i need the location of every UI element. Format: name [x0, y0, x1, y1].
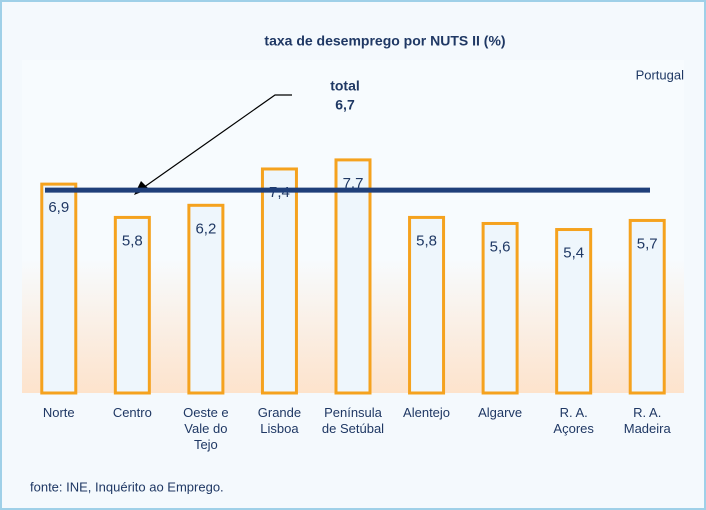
x-tick-label: Grande Lisboa	[257, 405, 302, 436]
x-tick-label: Península de Setúbal	[321, 405, 385, 436]
bar	[334, 158, 372, 395]
value-label: 7,7	[343, 175, 364, 192]
value-label: 5,8	[416, 232, 437, 249]
source: fonte: INE, Inquérito ao Emprego.	[30, 479, 224, 494]
value-label: 5,8	[122, 232, 143, 249]
chart-title: taxa de desemprego por NUTS II (%)	[264, 33, 505, 49]
bar	[628, 218, 666, 395]
bar	[187, 203, 225, 395]
bar	[113, 215, 151, 395]
value-label: 5,7	[637, 235, 658, 252]
value-label: 6,9	[48, 199, 69, 216]
reference-label: 6,7	[335, 97, 355, 113]
x-tick-label: R. A. Madeira	[623, 405, 671, 436]
subtitle: Portugal	[636, 67, 685, 82]
x-tick-label: Alentejo	[403, 405, 451, 420]
value-label: 5,4	[563, 244, 584, 261]
x-tick-label: Algarve	[478, 405, 523, 420]
reference-text: total	[330, 78, 360, 94]
x-tick-label: R. A. Açores	[553, 405, 594, 436]
bar	[40, 182, 78, 395]
value-label: 6,2	[195, 220, 216, 237]
x-tick-label: Norte	[42, 405, 75, 420]
arrow	[139, 94, 292, 191]
bar	[260, 167, 298, 395]
x-tick-label: Oeste e Vale do Tejo	[183, 405, 229, 452]
bar	[555, 228, 593, 395]
bar	[481, 221, 519, 395]
x-tick-label: Centro	[112, 405, 152, 420]
bar	[408, 215, 446, 395]
value-label: 5,6	[490, 238, 511, 255]
